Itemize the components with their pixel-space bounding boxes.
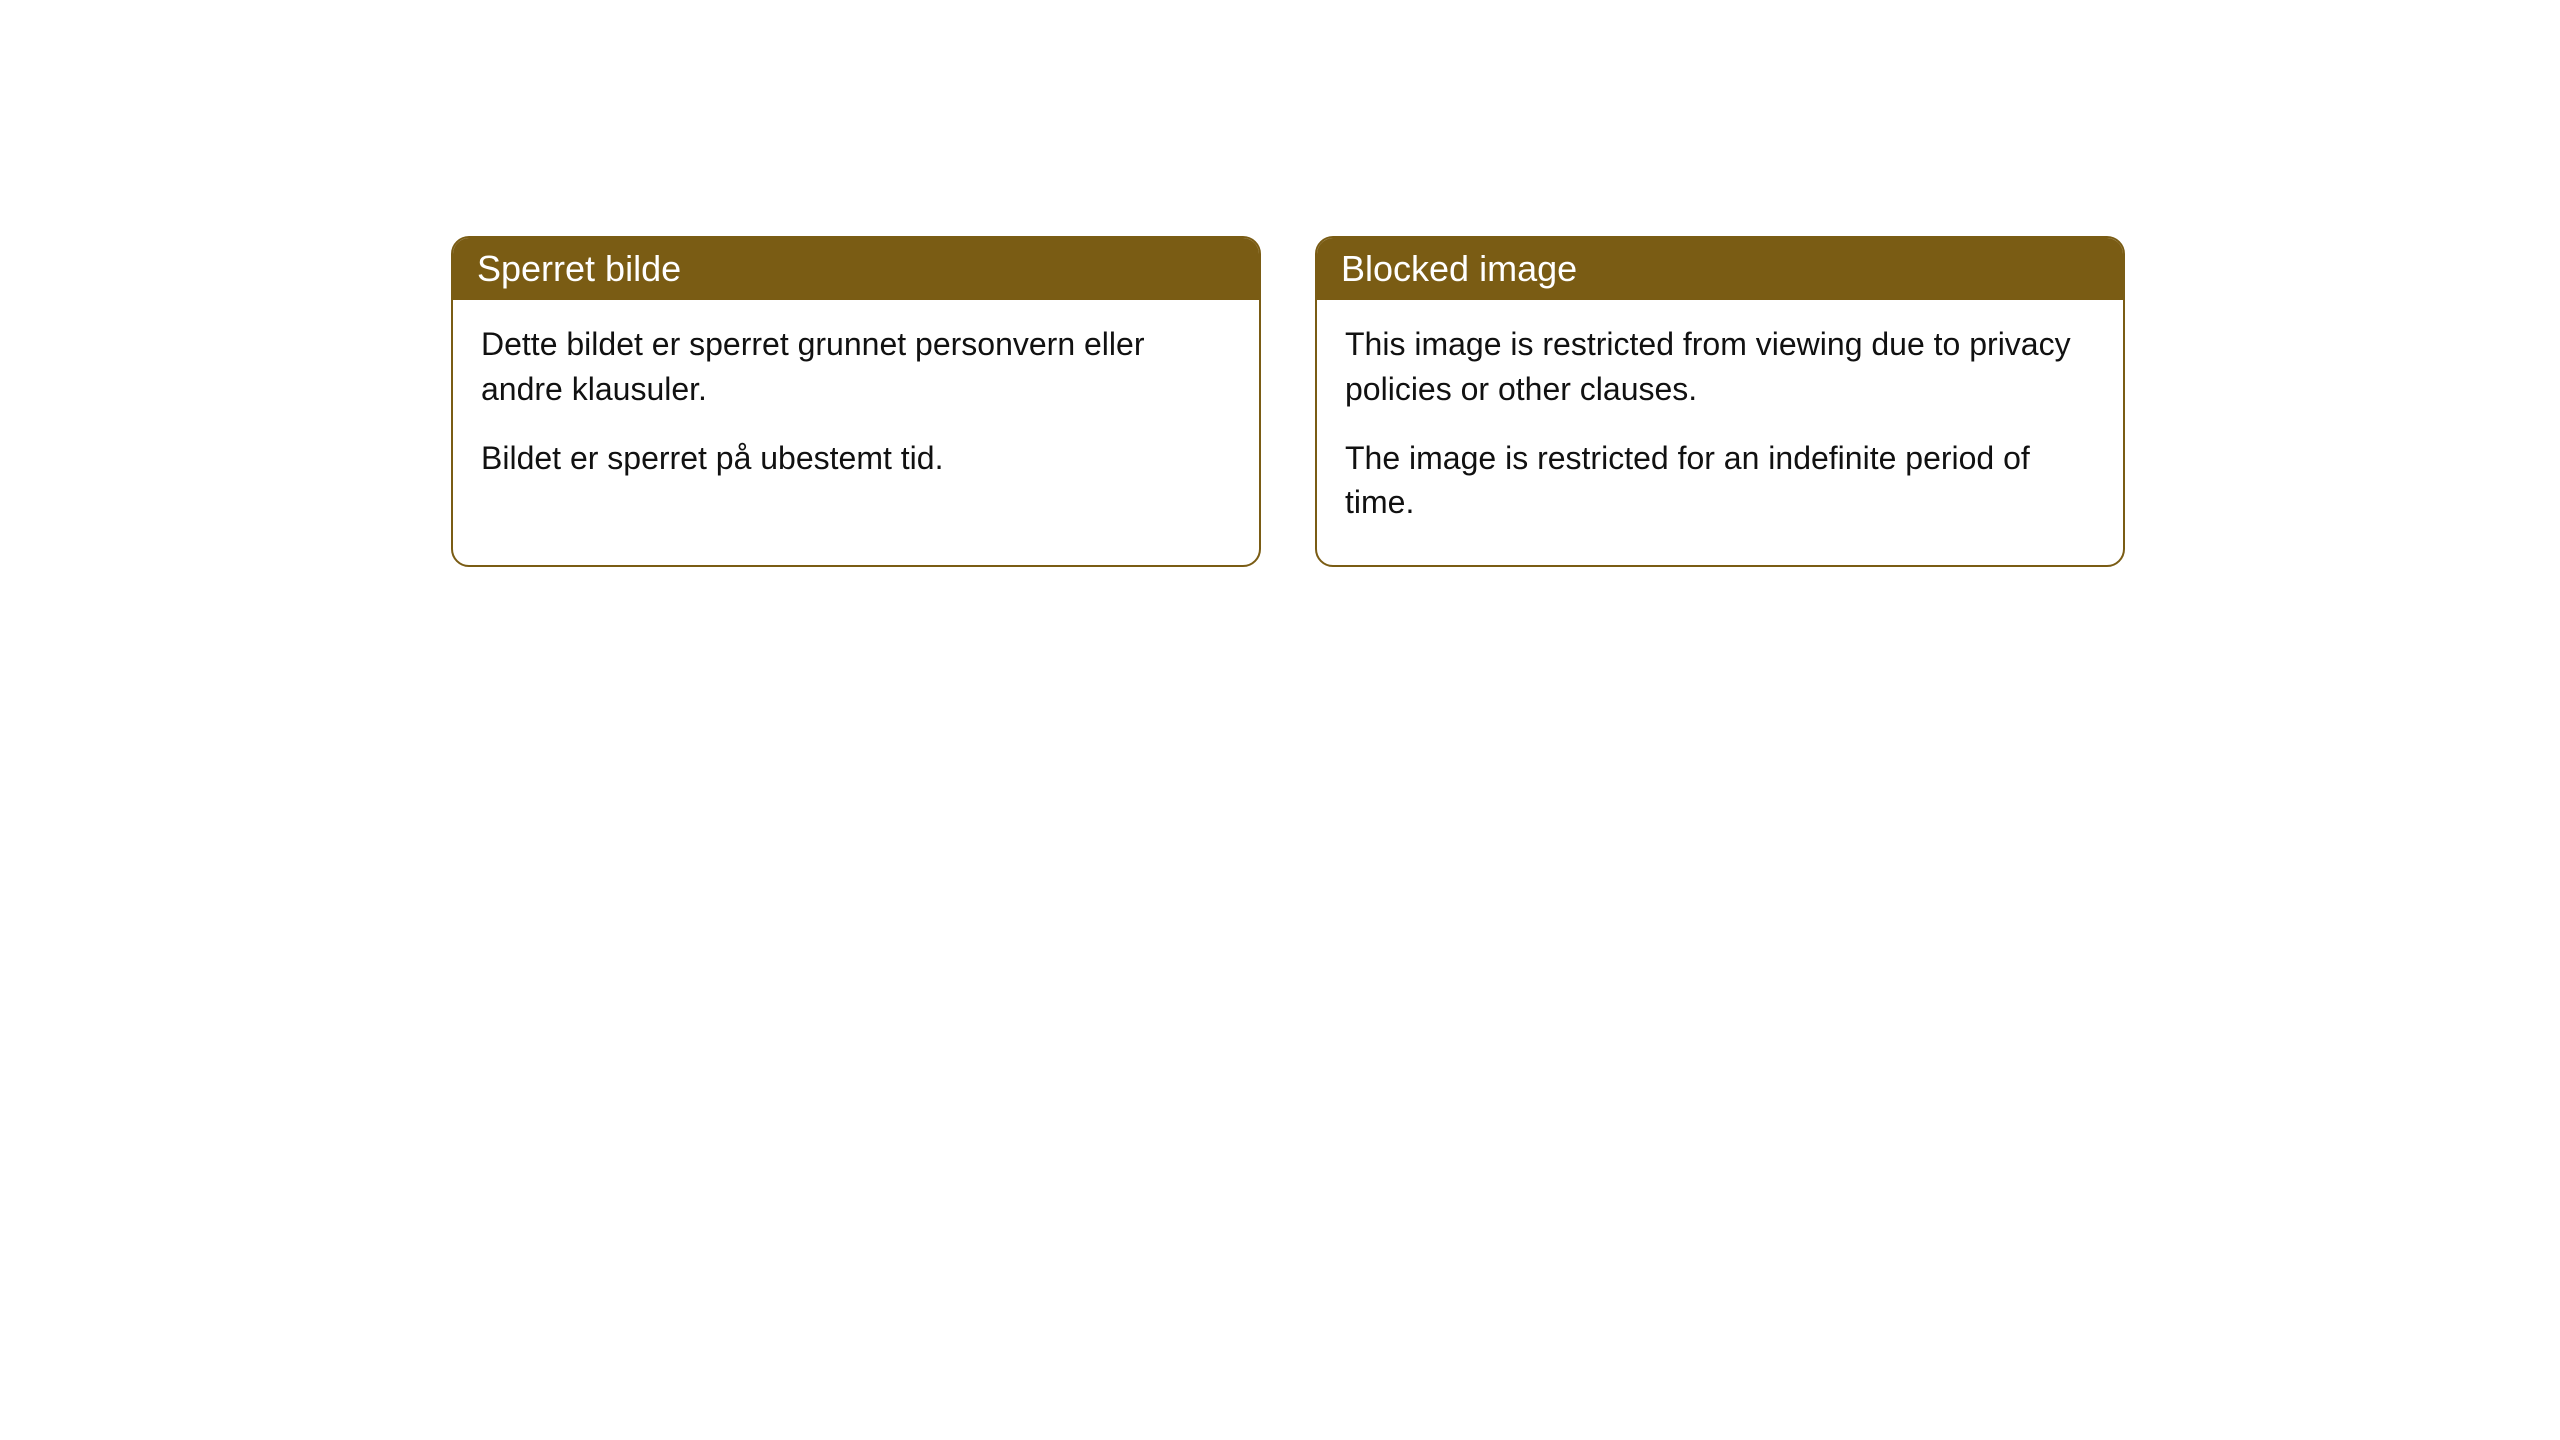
card-title-norwegian: Sperret bilde — [477, 248, 681, 289]
card-body-english: This image is restricted from viewing du… — [1317, 300, 2123, 565]
card-paragraph-english-1: This image is restricted from viewing du… — [1345, 322, 2095, 412]
notice-cards-container: Sperret bilde Dette bildet er sperret gr… — [451, 236, 2125, 567]
card-paragraph-norwegian-1: Dette bildet er sperret grunnet personve… — [481, 322, 1231, 412]
card-paragraph-norwegian-2: Bildet er sperret på ubestemt tid. — [481, 436, 1231, 481]
card-header-norwegian: Sperret bilde — [453, 238, 1259, 300]
card-title-english: Blocked image — [1341, 248, 1577, 289]
card-paragraph-english-2: The image is restricted for an indefinit… — [1345, 436, 2095, 526]
blocked-image-card-english: Blocked image This image is restricted f… — [1315, 236, 2125, 567]
blocked-image-card-norwegian: Sperret bilde Dette bildet er sperret gr… — [451, 236, 1261, 567]
card-body-norwegian: Dette bildet er sperret grunnet personve… — [453, 300, 1259, 520]
card-header-english: Blocked image — [1317, 238, 2123, 300]
